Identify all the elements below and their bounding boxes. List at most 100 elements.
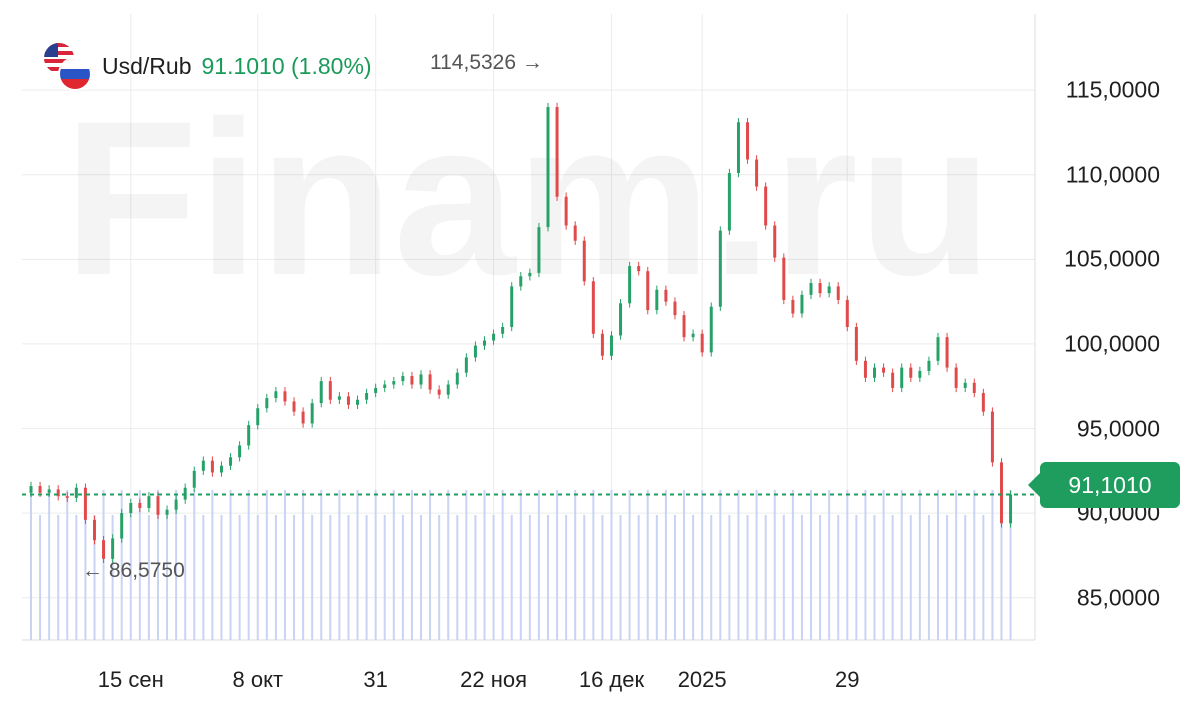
volume-bar xyxy=(619,515,622,640)
volume-bar xyxy=(655,515,658,640)
volume-bar xyxy=(646,490,649,640)
volume-bar xyxy=(48,490,51,640)
candle xyxy=(900,363,904,393)
candle-body xyxy=(555,107,559,197)
volume-bar xyxy=(964,515,967,640)
candle-body xyxy=(845,299,849,327)
candle xyxy=(510,282,514,332)
volume-bar xyxy=(465,490,468,640)
x-tick-label: 29 xyxy=(835,667,860,692)
candle xyxy=(274,387,278,403)
candle-body xyxy=(464,357,468,373)
candle xyxy=(401,371,405,386)
volume-bar xyxy=(456,515,459,640)
candle xyxy=(954,363,958,393)
volume-bar xyxy=(1009,490,1012,640)
volume-bar xyxy=(673,515,676,640)
candle xyxy=(219,461,223,477)
volume-bar xyxy=(937,490,939,640)
volume-bars xyxy=(30,490,1012,640)
candle-body xyxy=(773,225,777,258)
candle-body xyxy=(709,306,713,353)
currency-flags xyxy=(42,41,92,91)
volume-bar xyxy=(900,490,903,640)
volume-bar xyxy=(882,490,885,640)
candle-body xyxy=(356,399,360,405)
candle-body xyxy=(483,340,486,346)
candle xyxy=(256,403,260,430)
candle xyxy=(410,371,414,389)
candle xyxy=(238,441,242,462)
candle-body xyxy=(455,372,459,385)
candle-body xyxy=(863,360,867,378)
volume-bar xyxy=(211,490,214,640)
candle-body xyxy=(827,286,831,294)
volume-bar xyxy=(537,490,540,640)
candle xyxy=(265,393,269,413)
candle-body xyxy=(637,266,641,272)
candle xyxy=(999,458,1003,528)
candle-body xyxy=(600,333,604,356)
candle-body xyxy=(301,411,305,424)
candle xyxy=(591,277,595,338)
volume-bar xyxy=(819,515,822,640)
volume-bar xyxy=(447,490,450,640)
candle xyxy=(700,329,704,357)
volume-bar xyxy=(574,490,577,640)
price-change-label: 91.1010 (1.80%) xyxy=(201,52,372,79)
candle-body xyxy=(791,299,795,314)
candle-body xyxy=(854,327,858,361)
candle xyxy=(156,491,160,520)
volume-bar xyxy=(302,490,305,640)
candle xyxy=(483,336,486,350)
candle-body xyxy=(691,333,695,338)
candle-body xyxy=(655,289,659,311)
volume-bar xyxy=(392,490,395,640)
volume-bar xyxy=(338,490,341,640)
volume-bar xyxy=(247,490,250,640)
volume-bar xyxy=(429,490,432,640)
candle xyxy=(637,261,641,276)
volume-bar xyxy=(710,515,713,640)
candle-body xyxy=(156,496,160,515)
volume-bar xyxy=(628,490,631,640)
volume-bar xyxy=(873,515,876,640)
volume-bar xyxy=(120,490,123,640)
volume-bar xyxy=(846,490,849,640)
candle xyxy=(981,388,985,416)
volume-bar xyxy=(737,490,740,640)
volume-bar xyxy=(556,490,559,640)
candle-body xyxy=(664,289,668,302)
candle-body xyxy=(673,301,677,316)
candle xyxy=(383,380,387,393)
volume-bar xyxy=(891,515,894,640)
candle xyxy=(764,182,768,230)
volume-bar xyxy=(320,490,323,640)
volume-bar xyxy=(175,490,178,640)
candle-body xyxy=(419,374,423,385)
volume-bar xyxy=(102,490,105,640)
x-tick-label: 8 окт xyxy=(232,667,284,692)
volume-bar xyxy=(238,515,241,640)
candle xyxy=(990,407,994,467)
candle-body xyxy=(609,335,613,356)
volume-bar xyxy=(764,515,767,640)
volume-bar xyxy=(782,515,785,640)
candle xyxy=(365,388,369,404)
y-tick-label: 100,0000 xyxy=(1064,330,1160,357)
volume-bar xyxy=(528,515,531,640)
candle xyxy=(709,302,713,357)
y-tick-label: 95,0000 xyxy=(1076,415,1160,441)
candle-body xyxy=(120,513,124,539)
volume-bar xyxy=(637,515,640,640)
candle-body xyxy=(174,499,178,510)
candle xyxy=(782,253,786,305)
candle xyxy=(809,278,813,300)
candle-body xyxy=(56,489,60,497)
volume-bar xyxy=(365,515,368,640)
candle-body xyxy=(310,403,314,424)
volume-bar xyxy=(401,515,404,640)
low-value: 86,5750 xyxy=(108,559,185,582)
candle xyxy=(111,534,115,564)
candle xyxy=(83,483,87,525)
